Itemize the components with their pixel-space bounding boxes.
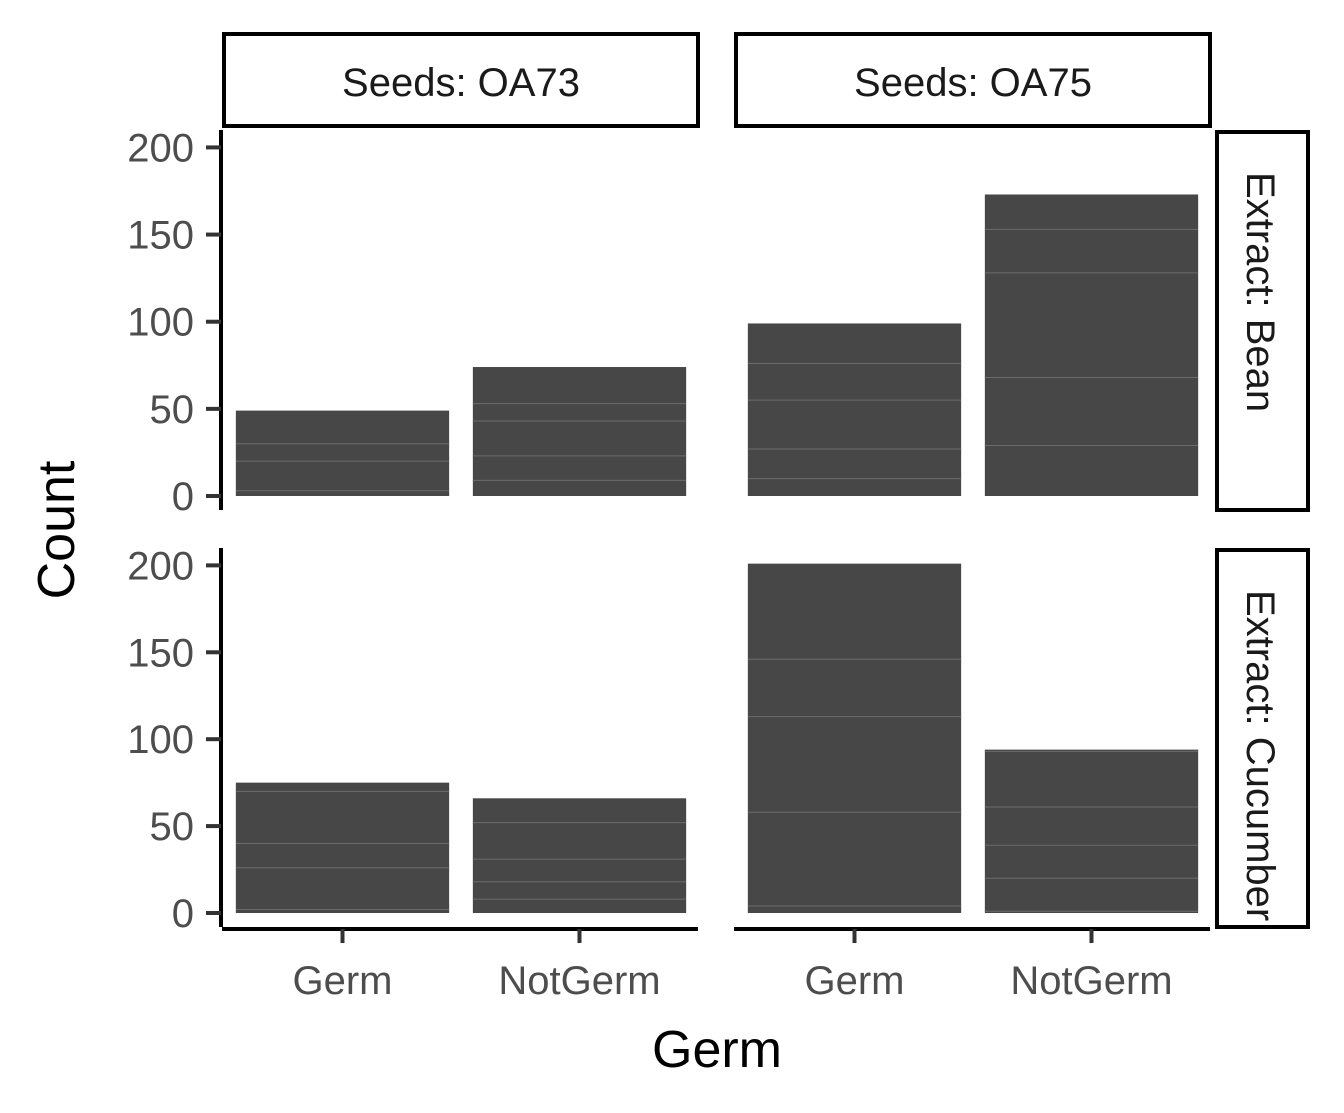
x-axis-title: Germ [652,1021,782,1079]
facet-strip-extract-cucumber [1215,548,1310,929]
y-tick-label: 100 [127,718,194,762]
x-tick-label-germ: Germ [293,959,393,1003]
facet-strip-label-seeds-oa73: Seeds: OA73 [342,61,580,105]
y-tick-label: 50 [150,388,195,432]
y-tick-label: 150 [127,631,194,675]
bar-seeds-oa73-extract-bean-germ [235,410,450,496]
x-tick-label-notgerm: NotGerm [1010,959,1172,1003]
y-tick-label: 200 [127,126,194,170]
facet-strip-label-seeds-oa75: Seeds: OA75 [854,61,1092,105]
bar-seeds-oa73-extract-cucumber-germ [235,782,450,913]
y-tick-label: 0 [172,892,194,936]
strip-layer: Seeds: OA73 Seeds: OA75 Extract: Bean Extra… [222,32,1310,929]
facet-strip-label-extract-bean: Extract: Bean [1238,172,1282,412]
bar-seeds-oa75-extract-bean-germ [747,323,962,496]
axis-layer: 0 50 100 150 200 0 50 100 150 200 Germ NotGerm Germ N… [127,126,1210,1003]
y-tick-label: 200 [127,544,194,588]
y-tick-label: 0 [172,475,194,519]
x-tick-label-germ: Germ [805,959,905,1003]
y-tick-label: 100 [127,301,194,345]
bar-seeds-oa73-extract-cucumber-notgerm [472,798,687,913]
facet-strip-label-extract-cucumber: Extract: Cucumber [1238,590,1282,921]
facet-strip-extract-bean [1215,130,1310,512]
bar-layer [235,194,1199,913]
y-axis-title: Count [28,460,86,599]
bar-seeds-oa75-extract-bean-notgerm [984,194,1199,496]
y-tick-label: 50 [150,805,195,849]
bar-seeds-oa75-extract-cucumber-germ [747,563,962,913]
bar-seeds-oa73-extract-bean-notgerm [472,367,687,496]
bar-seeds-oa75-extract-cucumber-notgerm [984,749,1199,913]
facet-strip-seeds-oa75 [734,32,1212,128]
x-tick-label-notgerm: NotGerm [498,959,660,1003]
y-tick-label: 150 [127,214,194,258]
facet-strip-seeds-oa73 [222,32,700,128]
